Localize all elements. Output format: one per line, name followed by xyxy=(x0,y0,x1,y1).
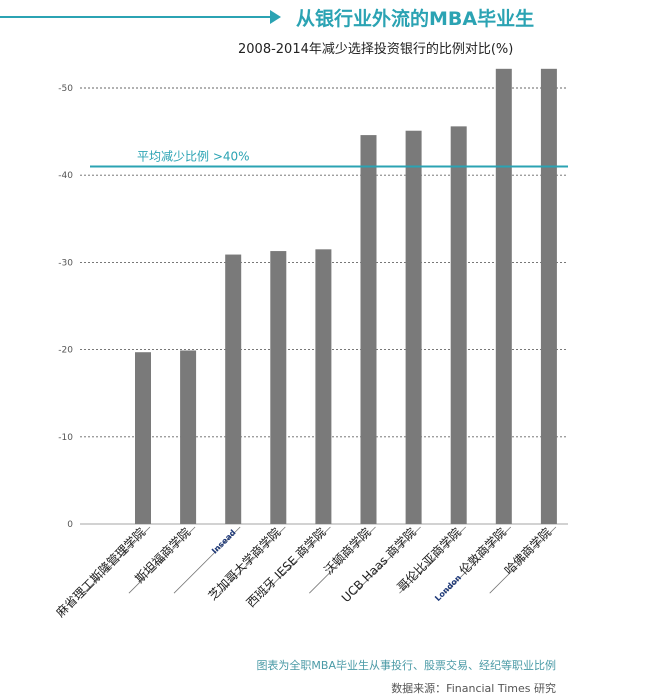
x-category-label: UCB Haas 商学院 xyxy=(338,525,419,606)
category-leader-line xyxy=(309,526,376,594)
category-leader-line xyxy=(489,526,557,594)
category-label-part: 西班牙 IESE 商学院 xyxy=(243,525,329,611)
chart-main-title: 从银行业外流的MBA毕业生 xyxy=(296,8,535,30)
category-leader-line xyxy=(83,526,151,594)
source-note: 数据来源：Financial Times 研究 xyxy=(391,682,556,695)
bar xyxy=(270,251,287,524)
bar xyxy=(180,350,197,524)
category-leader-line xyxy=(263,526,331,594)
bar xyxy=(495,68,512,524)
category-leader-line xyxy=(128,526,196,594)
bar xyxy=(360,135,377,524)
header-arrow-icon xyxy=(270,10,281,24)
y-tick-label: -30 xyxy=(58,258,73,268)
x-category-label: 哈佛商学院 xyxy=(501,525,554,578)
category-leader-line xyxy=(444,526,512,594)
average-reference-label: 平均减少比例 >40% xyxy=(137,149,250,163)
y-tick-label: 0 xyxy=(67,520,73,530)
bar xyxy=(450,126,467,525)
footnote: 图表为全职MBA毕业生从事投行、股票交易、经纪等职业比例 xyxy=(256,659,556,672)
category-leader-line xyxy=(173,526,241,594)
x-category-label: 麻省理工斯隆管理学院 xyxy=(53,525,148,620)
category-label-part: 哈佛商学院 xyxy=(501,525,554,578)
bar xyxy=(135,352,151,524)
category-label-part: 麻省理工斯隆管理学院 xyxy=(53,525,148,620)
bar xyxy=(315,249,332,524)
y-tick-label: -20 xyxy=(58,346,73,356)
y-tick-label: -10 xyxy=(58,433,73,443)
x-category-label: 西班牙 IESE 商学院 xyxy=(243,525,329,611)
category-label-part: Insead xyxy=(210,528,238,556)
bar xyxy=(405,130,422,524)
category-label-part: UCB Haas 商学院 xyxy=(338,525,419,606)
y-tick-label: -40 xyxy=(58,171,73,181)
category-leader-line xyxy=(354,526,421,594)
category-leader-line xyxy=(399,526,466,594)
y-tick-label: -50 xyxy=(58,84,73,94)
chart-subtitle: 2008-2014年减少选择投资银行的比例对比(%) xyxy=(238,42,514,57)
header-rule xyxy=(0,16,272,18)
category-leader-line xyxy=(218,526,286,594)
x-category-label: Insead xyxy=(210,528,238,556)
bar xyxy=(225,254,242,524)
category-label-part: London xyxy=(433,573,463,603)
bar xyxy=(540,68,557,524)
